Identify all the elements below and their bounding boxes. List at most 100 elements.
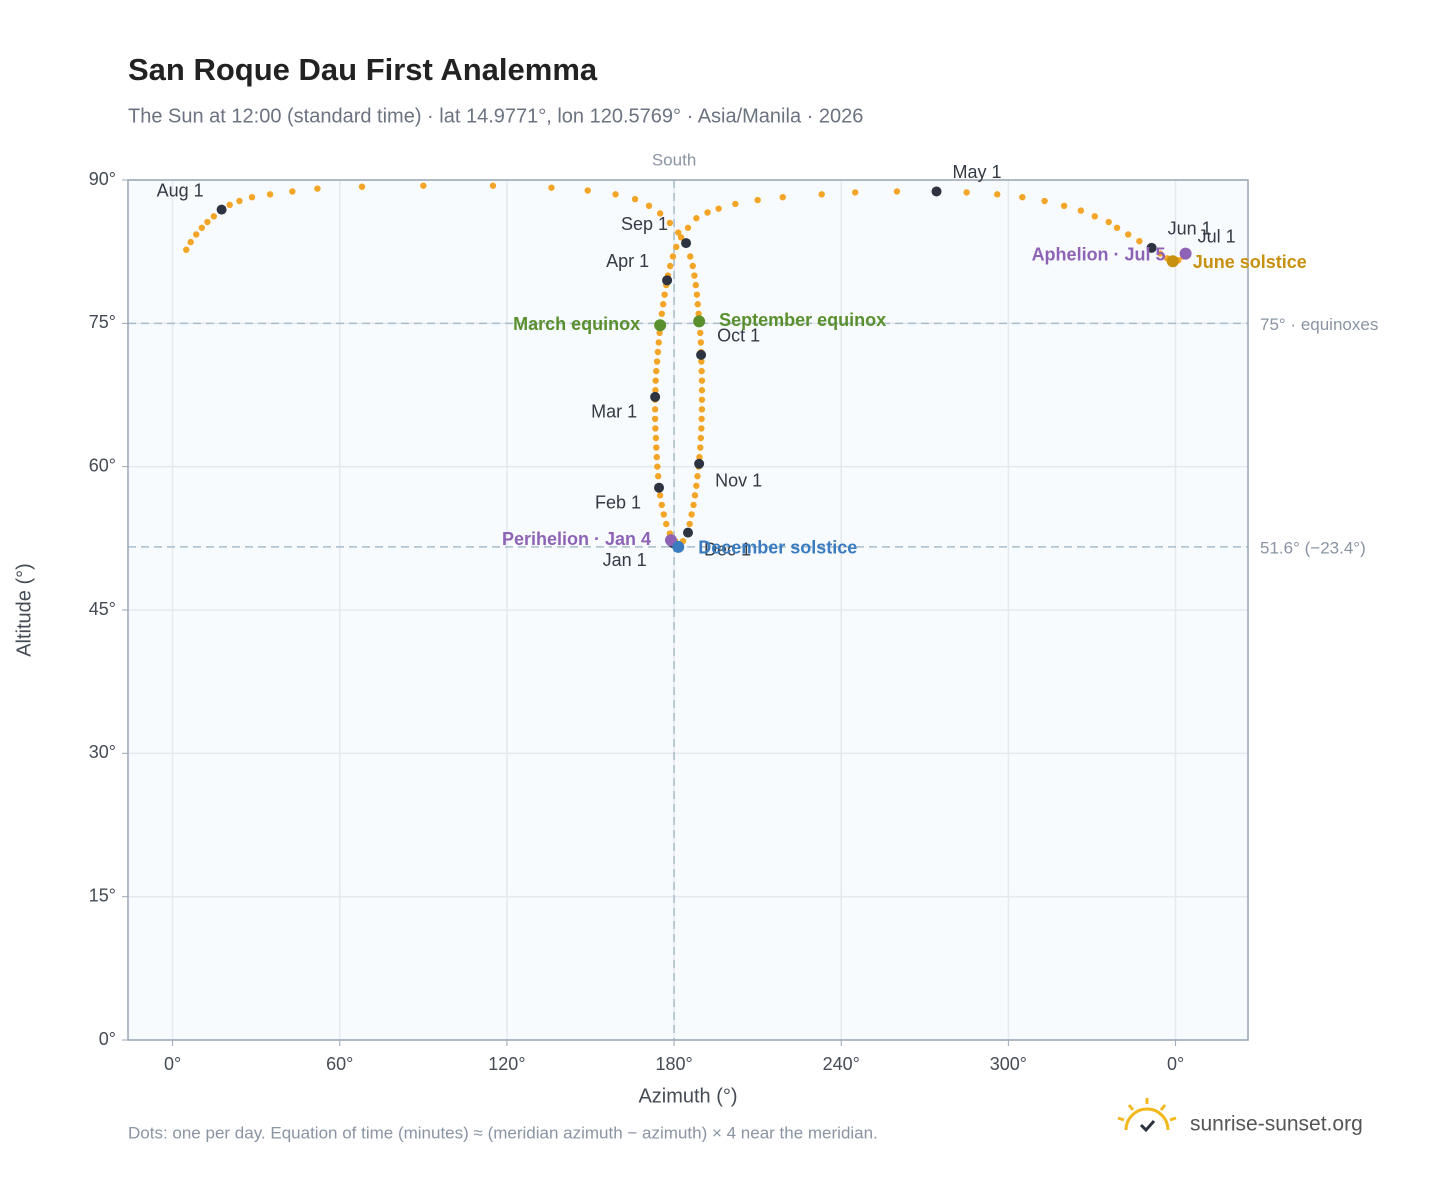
day-dot <box>698 387 706 394</box>
day-dot <box>686 520 693 528</box>
x-tick-label: 300° <box>990 1054 1027 1074</box>
month-dot <box>696 349 707 360</box>
day-dot <box>698 367 705 375</box>
day-dot <box>1124 231 1132 238</box>
day-dot <box>695 310 702 317</box>
day-dot <box>661 291 668 298</box>
chart-title: San Roque Dau First Analemma <box>128 52 598 87</box>
day-dot <box>658 310 666 317</box>
day-dot <box>656 210 664 217</box>
x-tick-label: 180° <box>655 1054 692 1074</box>
day-dot <box>651 415 659 423</box>
month-dot <box>216 204 227 215</box>
day-dot <box>688 511 695 518</box>
day-dot <box>691 272 698 279</box>
day-dot <box>660 301 667 308</box>
event-label: Perihelion · Jan 4 <box>502 529 651 549</box>
day-dot <box>655 339 662 346</box>
day-dot <box>654 348 662 356</box>
day-dot <box>715 205 722 212</box>
day-dot <box>677 234 685 241</box>
day-dot <box>732 200 739 208</box>
y-axis-label: Altitude (°) <box>13 563 35 657</box>
reference-label: 75° · equinoxes <box>1260 315 1378 334</box>
brand: sunrise-sunset.org <box>1190 1113 1363 1136</box>
day-dot <box>1113 224 1121 231</box>
reference-label: 51.6° (−23.4°) <box>1260 538 1366 557</box>
day-dot <box>697 329 704 337</box>
month-dot <box>650 391 661 402</box>
day-dot <box>697 339 705 346</box>
event-label: June solstice <box>1193 252 1307 272</box>
day-dot <box>289 188 296 195</box>
month-label: Jul 1 <box>1198 226 1236 246</box>
month-dot <box>654 482 665 493</box>
y-tick-label: 0° <box>99 1029 116 1049</box>
event-label: September equinox <box>719 310 886 330</box>
day-dot <box>690 501 697 509</box>
day-dot <box>697 444 704 451</box>
day-dot <box>692 281 700 289</box>
day-dot <box>658 501 666 509</box>
month-dot <box>683 527 693 538</box>
day-dot <box>314 185 321 192</box>
day-dot <box>652 387 659 394</box>
day-dot <box>691 492 699 499</box>
day-dot <box>1060 202 1068 209</box>
y-tick-label: 30° <box>89 742 116 762</box>
day-dot <box>689 262 696 270</box>
day-dot <box>698 415 705 423</box>
month-label: Dec 1 <box>704 539 751 559</box>
day-dot <box>1041 197 1048 205</box>
day-dot <box>652 434 660 442</box>
month-dot <box>662 275 673 286</box>
day-dot <box>698 396 706 403</box>
day-dot <box>687 253 694 260</box>
day-dot <box>631 195 639 203</box>
day-dot <box>656 329 663 337</box>
day-dot <box>1157 250 1164 257</box>
day-dot <box>893 188 901 195</box>
month-label: Aug 1 <box>157 180 204 200</box>
day-dot <box>754 196 761 204</box>
y-tick-label: 15° <box>89 885 116 905</box>
y-tick-label: 75° <box>89 312 116 332</box>
day-dot <box>266 191 274 198</box>
day-dot <box>994 191 1001 198</box>
day-dot <box>653 453 660 461</box>
day-dot <box>653 444 660 451</box>
month-label: Jun 1 <box>1168 219 1212 239</box>
day-dot <box>779 194 786 201</box>
x-tick-label: 0° <box>1167 1054 1184 1074</box>
day-dot <box>660 511 667 518</box>
event-label: March equinox <box>513 314 640 334</box>
day-dot <box>697 434 705 442</box>
day-dot <box>645 202 653 209</box>
month-label: Mar 1 <box>591 402 637 422</box>
event-dot <box>693 315 706 328</box>
day-dot <box>236 197 243 205</box>
day-dot <box>696 453 703 461</box>
day-dot <box>187 238 194 246</box>
day-dot <box>698 377 706 384</box>
day-dot <box>693 215 700 222</box>
day-dot <box>673 243 680 251</box>
event-label: December solstice <box>698 538 857 558</box>
day-dot <box>694 473 701 480</box>
month-label: Jan 1 <box>603 550 647 570</box>
day-dot <box>183 246 190 253</box>
day-dot <box>656 492 664 499</box>
day-dot <box>693 482 700 489</box>
day-dot <box>654 463 661 470</box>
day-dot <box>704 209 711 216</box>
month-dot <box>931 186 942 197</box>
month-label: Feb 1 <box>595 492 641 512</box>
day-dot <box>666 262 674 270</box>
day-dot <box>584 187 591 194</box>
brand-logo <box>1117 1098 1177 1133</box>
day-dot <box>1105 218 1112 226</box>
month-label: Apr 1 <box>606 251 649 271</box>
y-tick-label: 45° <box>89 599 116 619</box>
x-tick-label: 120° <box>488 1054 525 1074</box>
day-dot <box>1091 213 1098 220</box>
